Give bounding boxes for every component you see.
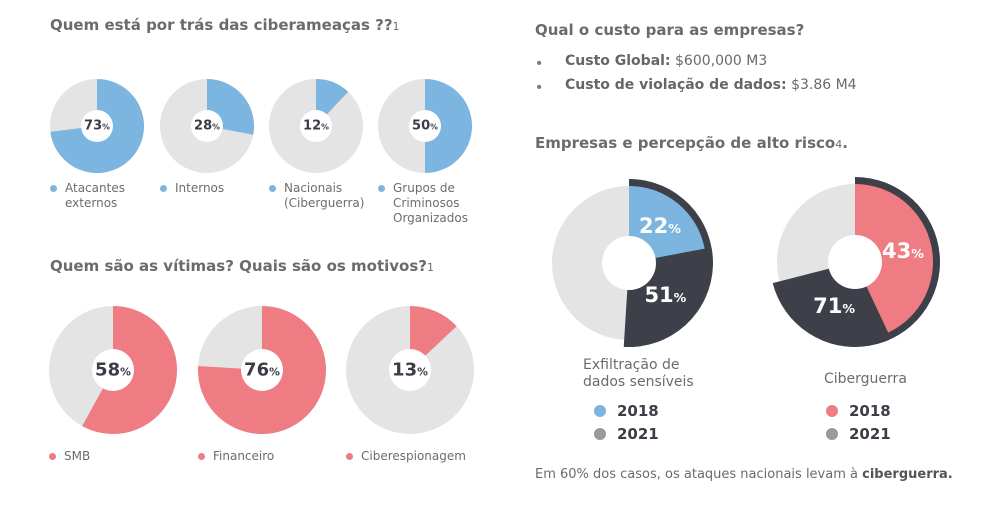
pie-value-label: 50%: [412, 118, 438, 134]
legend-year: 2021: [849, 425, 891, 443]
risk-heading-tail: .: [842, 134, 848, 152]
pie-center: [300, 110, 332, 142]
pie-center: [92, 349, 134, 391]
legend-label: Nacionais (Ciberguerra): [284, 181, 365, 210]
legend-dot: [198, 453, 205, 460]
footnote-bold: ciberguerra.: [862, 467, 953, 482]
pie-value-label: 22%: [638, 213, 681, 238]
cost-item-value: $3.86 M4: [791, 77, 857, 93]
legend-dot: [826, 405, 838, 417]
pie-center: [389, 349, 431, 391]
legend-label: Financeiro: [213, 449, 275, 463]
risk-heading: Empresas e percepção de alto risco4.: [535, 134, 848, 152]
legend-label: Grupos de Criminosos Organizados: [393, 181, 468, 225]
bullet: •: [535, 80, 544, 96]
threats-heading-ref: 1: [392, 20, 400, 33]
legend-dot: [49, 453, 56, 460]
pie-value-label: 51%: [644, 283, 687, 308]
cost-item-label: Custo de violação de dados:: [565, 77, 787, 93]
threats-heading-text: Quem está por trás das ciberameaças ??: [50, 16, 393, 34]
pie-center: [81, 110, 113, 142]
pie-value-label: 13%: [392, 359, 428, 381]
footnote-text: Em 60% dos casos, os ataques nacionais l…: [535, 467, 863, 482]
pie-value-label: 28%: [194, 118, 220, 134]
risk-category-caption: Ciberguerra: [824, 371, 907, 387]
legend-label: SMB: [64, 449, 91, 463]
cost-list: • Custo Global: $600,000 M3 • Custo de v…: [535, 53, 857, 101]
victims-heading-ref: 1: [426, 261, 434, 274]
legend-year: 2021: [617, 425, 659, 443]
legend-year: 2018: [849, 402, 891, 420]
pie-center: [828, 235, 882, 289]
legend-dot: [594, 428, 606, 440]
pie-center: [602, 236, 656, 290]
legend-year: 2018: [617, 402, 659, 420]
pie-slice: [425, 79, 472, 173]
legend-dot: [826, 428, 838, 440]
cost-item: • Custo de violação de dados: $3.86 M4: [535, 77, 857, 101]
legend-dot: [378, 185, 385, 192]
pie-value-label: 76%: [244, 359, 280, 381]
pie-value-label: 12%: [303, 118, 329, 134]
pie-slice: [855, 184, 934, 333]
cost-item-value: $600,000 M3: [675, 53, 768, 69]
pie-value-label: 43%: [882, 239, 924, 264]
legend-label: Internos: [175, 181, 225, 195]
legend-dot: [269, 185, 276, 192]
pie-center: [191, 110, 223, 142]
legend-dot: [594, 405, 606, 417]
legend-label: Atacantes externos: [65, 181, 125, 210]
victims-heading: Quem são as vítimas? Quais são os motivo…: [50, 257, 434, 275]
cost-heading: Qual o custo para as empresas?: [535, 21, 805, 39]
pie-center: [241, 349, 283, 391]
legend-dot: [50, 185, 57, 192]
legend-dot: [346, 453, 353, 460]
threats-heading: Quem está por trás das ciberameaças ??1: [50, 16, 400, 34]
legend-label: Ciberespionagem: [361, 449, 466, 463]
victims-heading-text: Quem são as vítimas? Quais são os motivo…: [50, 257, 427, 275]
bullet: •: [535, 56, 544, 72]
cost-item: • Custo Global: $600,000 M3: [535, 53, 767, 77]
footnote: Em 60% dos casos, os ataques nacionais l…: [535, 467, 953, 482]
cost-item-label: Custo Global:: [565, 53, 671, 69]
risk-heading-text: Empresas e percepção de alto risco: [535, 134, 836, 152]
risk-category-caption: Exfiltração de dados sensíveis: [583, 357, 694, 390]
risk-heading-ref: 4: [835, 138, 843, 151]
pie-value-label: 71%: [813, 294, 855, 319]
pie-center: [409, 110, 441, 142]
legend-dot: [160, 185, 167, 192]
pie-value-label: 58%: [95, 359, 131, 381]
pie-value-label: 73%: [84, 118, 110, 134]
